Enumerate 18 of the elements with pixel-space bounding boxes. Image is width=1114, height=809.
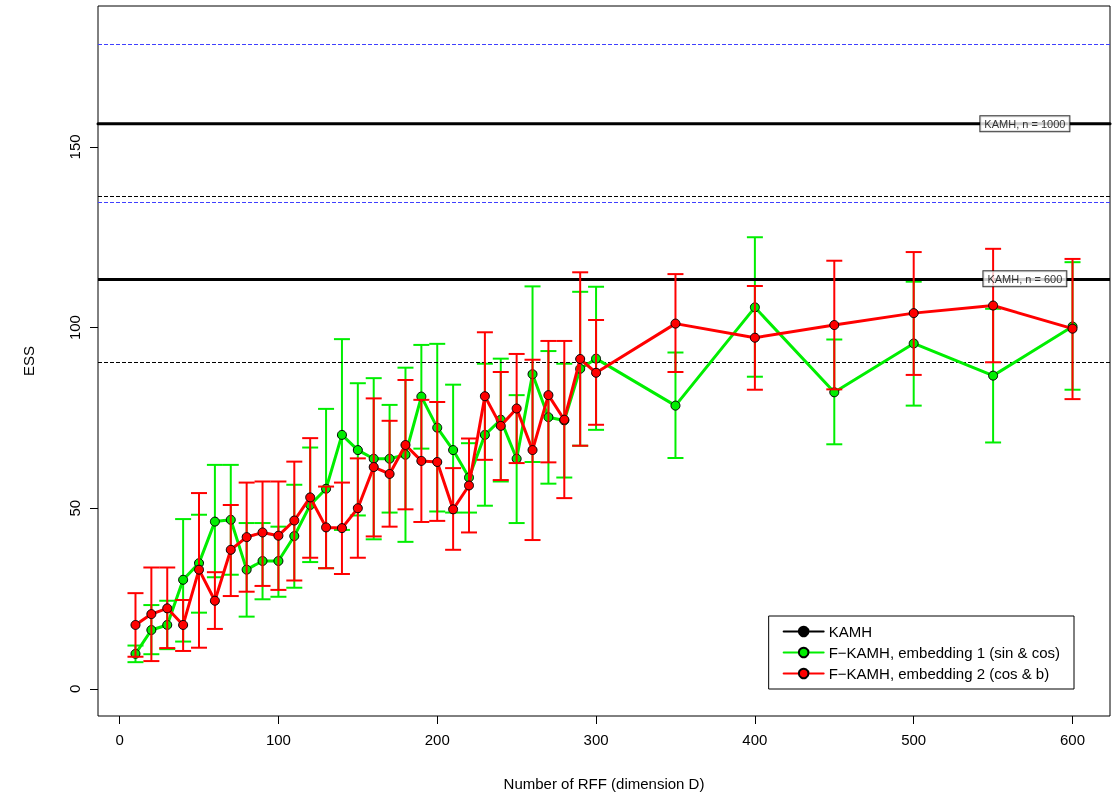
x-axis-title: Number of RFF (dimension D) (503, 775, 705, 792)
x-tick-label: 300 (583, 731, 609, 748)
x-tick-label: 400 (742, 731, 768, 748)
x-tick-label: 100 (265, 731, 291, 748)
annotation: KAMH, n = 600 (987, 272, 1063, 285)
x-tick-label: 500 (901, 731, 927, 748)
annotation: KAMH, n = 1000 (984, 117, 1066, 130)
y-tick-label: 50 (66, 499, 83, 517)
y-tick-label: 100 (66, 315, 83, 341)
x-tick-label: 200 (424, 731, 450, 748)
y-tick-label: 150 (66, 134, 83, 160)
y-axis-title: ESS (20, 345, 37, 377)
x-tick-label: 600 (1060, 731, 1086, 748)
y-tick-label: 0 (66, 684, 83, 694)
legend-label: F−KAMH, embedding 1 (sin & cos) (828, 644, 1060, 661)
x-tick-label: 0 (115, 731, 124, 748)
legend-label: KAMH (828, 623, 872, 640)
legend-label: F−KAMH, embedding 2 (cos & b) (828, 665, 1050, 682)
